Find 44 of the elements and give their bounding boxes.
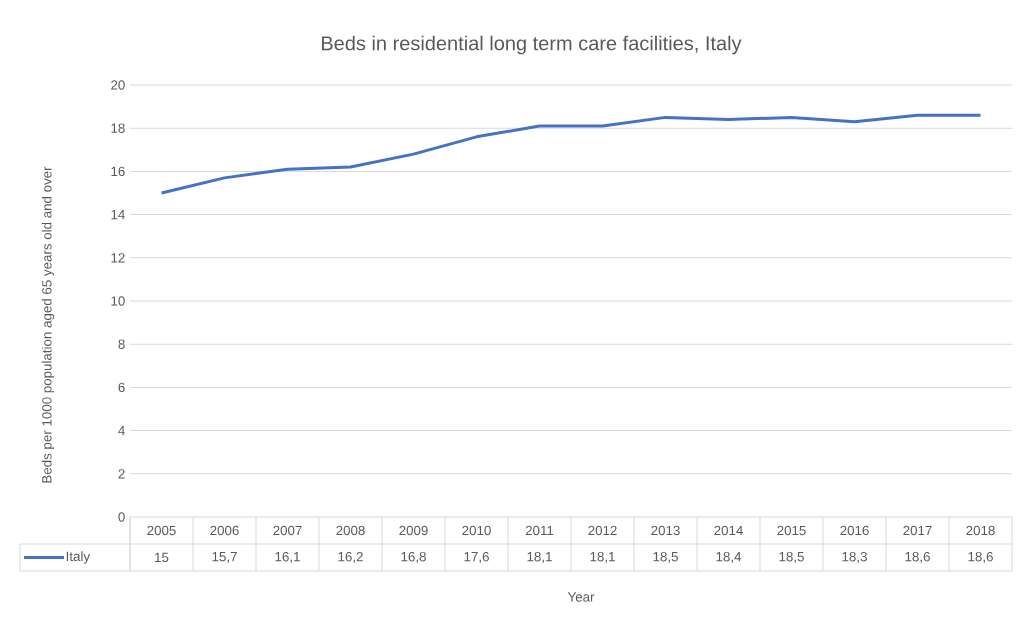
x-tick-label: 2013: [651, 525, 680, 536]
data-label: 18,6: [968, 551, 993, 563]
data-label: 15,7: [212, 552, 237, 563]
data-label: 16,1: [275, 551, 300, 563]
x-tick-label: 2010: [462, 525, 491, 536]
x-tick-label: 2014: [714, 525, 743, 536]
y-tick-label: 6: [118, 382, 125, 393]
x-tick-label: 2016: [840, 525, 869, 536]
x-tick-label: 2017: [903, 525, 932, 536]
data-label: 18,6: [905, 551, 930, 563]
data-label: 15: [155, 552, 169, 563]
data-label: 18,5: [653, 551, 678, 563]
y-tick-label: 20: [111, 80, 125, 90]
y-tick-label: 4: [118, 425, 125, 436]
data-label: 18,1: [590, 551, 615, 563]
legend-label: Italy: [66, 551, 91, 564]
y-axis-title: Beds per 1000 population aged 65 years old and over: [41, 166, 55, 483]
y-tick-label: 18: [111, 123, 125, 133]
x-tick-label: 2006: [210, 525, 239, 536]
x-tick-label: 2018: [966, 525, 995, 536]
data-label: 18,4: [716, 551, 742, 563]
y-tick-label: 12: [111, 253, 125, 263]
y-tick-label: 16: [111, 166, 125, 177]
y-tick-label: 0: [118, 512, 125, 522]
x-axis-title: Year: [567, 592, 595, 602]
y-tick-label: 10: [111, 296, 125, 306]
data-label: 16,2: [338, 551, 363, 563]
data-label: 17,6: [464, 551, 489, 563]
x-tick-label: 2005: [147, 525, 176, 536]
x-tick-label: 2011: [525, 525, 554, 536]
x-tick-label: 2007: [273, 525, 302, 536]
data-label: 16,8: [401, 551, 426, 563]
chart-title: Beds in residential long term care facilities, Italy: [321, 35, 742, 55]
y-tick-label: 8: [118, 339, 125, 349]
x-tick-label: 2009: [399, 525, 428, 536]
data-label: 18,1: [527, 551, 552, 563]
y-tick-label: 14: [111, 209, 125, 220]
line-series: [160, 113, 982, 195]
y-tick-label: 2: [118, 469, 125, 479]
x-tick-label: 2012: [588, 525, 617, 536]
data-label: 18,3: [842, 551, 867, 563]
data-label: 18,5: [779, 551, 804, 563]
x-tick-label: 2015: [777, 525, 806, 536]
x-tick-label: 2008: [336, 525, 365, 536]
